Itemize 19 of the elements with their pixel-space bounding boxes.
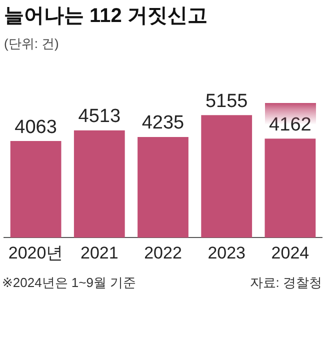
bar <box>74 130 125 238</box>
bar <box>264 138 316 238</box>
chart-subtitle: (단위: 건) <box>3 35 60 53</box>
chart-title: 늘어나는 112 거짓신고 <box>3 4 208 29</box>
text: 자료: 경찰청 <box>250 274 322 292</box>
bar <box>138 136 188 238</box>
x-tick-label: 2021 <box>80 243 118 262</box>
data-label: 5155 <box>205 90 248 112</box>
x-tick-label: 2024 <box>271 243 310 262</box>
x-tick-label: 2020년 <box>8 243 64 262</box>
x-tick-label: 2022 <box>144 243 182 262</box>
text: ※2024년은 1~9월 기준 <box>2 274 136 292</box>
data-label: 4235 <box>142 112 184 134</box>
bar <box>201 115 252 238</box>
data-label: 4162 <box>269 114 312 136</box>
data-label: 4063 <box>14 116 57 138</box>
data-label: 4513 <box>78 106 121 128</box>
x-tick-label: 2023 <box>208 243 246 262</box>
bar <box>10 141 62 238</box>
